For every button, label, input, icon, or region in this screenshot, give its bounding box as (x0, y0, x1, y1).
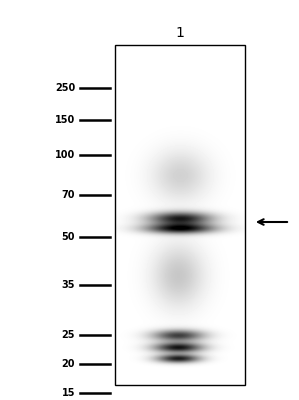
Text: 15: 15 (62, 388, 75, 398)
Text: 250: 250 (55, 83, 75, 93)
Text: 100: 100 (55, 150, 75, 160)
Text: 1: 1 (176, 26, 184, 40)
Text: 20: 20 (62, 359, 75, 369)
Bar (115, 45, 245, 385)
Text: 25: 25 (62, 330, 75, 340)
Text: 70: 70 (62, 190, 75, 200)
Text: 50: 50 (62, 232, 75, 242)
Text: 150: 150 (55, 115, 75, 125)
Text: 35: 35 (62, 280, 75, 290)
